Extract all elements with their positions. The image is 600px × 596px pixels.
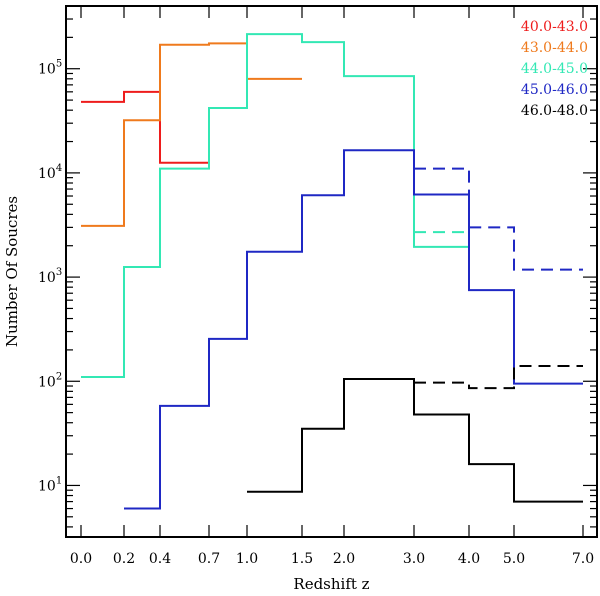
series-line-6 bbox=[414, 167, 583, 271]
x-tick-label: 1.0 bbox=[236, 551, 258, 567]
x-tick-label: 4.0 bbox=[458, 551, 480, 567]
x-tick-label: 0.0 bbox=[70, 551, 92, 567]
axis-ticks bbox=[66, 5, 597, 537]
legend: 40.0-43.0 43.0-44.0 44.0-45.0 45.0-46.0 46.0… bbox=[521, 19, 588, 119]
y-tick-label: 103 bbox=[38, 267, 62, 286]
x-tick-label: 5.0 bbox=[503, 551, 525, 567]
x-tick-label: 0.2 bbox=[113, 551, 135, 567]
legend-entry: 43.0-44.0 bbox=[521, 40, 588, 56]
y-tick-label: 104 bbox=[38, 163, 62, 182]
series-line-3 bbox=[124, 149, 583, 510]
tick-labels: 0.0 0.2 0.4 0.7 1.0 1.5 2.0 3.0 4.0 5.0 7.0 101 102 1… bbox=[38, 59, 594, 567]
x-tick-label: 0.4 bbox=[149, 551, 171, 567]
series-line-0 bbox=[81, 90, 209, 164]
legend-entry: 44.0-45.0 bbox=[521, 61, 588, 77]
legend-entry: 46.0-48.0 bbox=[521, 103, 588, 119]
x-tick-label: 2.0 bbox=[333, 551, 355, 567]
x-tick-label: 7.0 bbox=[572, 551, 594, 567]
y-tick-label: 101 bbox=[38, 475, 62, 494]
x-tick-label: 1.5 bbox=[291, 551, 313, 567]
x-axis-title: Redshift z bbox=[293, 575, 369, 593]
series-line-7 bbox=[414, 365, 583, 390]
x-tick-label: 0.7 bbox=[198, 551, 220, 567]
x-tick-label: 3.0 bbox=[403, 551, 425, 567]
plot-frame bbox=[65, 5, 598, 538]
series-line-2 bbox=[81, 33, 469, 378]
y-axis-title: Number Of Soucres bbox=[3, 196, 21, 347]
series-line-1 bbox=[81, 42, 302, 227]
legend-entry: 40.0-43.0 bbox=[521, 19, 588, 35]
series-lines bbox=[81, 33, 583, 510]
legend-entry: 45.0-46.0 bbox=[521, 82, 588, 98]
y-tick-label: 105 bbox=[38, 59, 62, 78]
y-tick-label: 102 bbox=[38, 371, 62, 390]
series-line-4 bbox=[247, 378, 583, 503]
